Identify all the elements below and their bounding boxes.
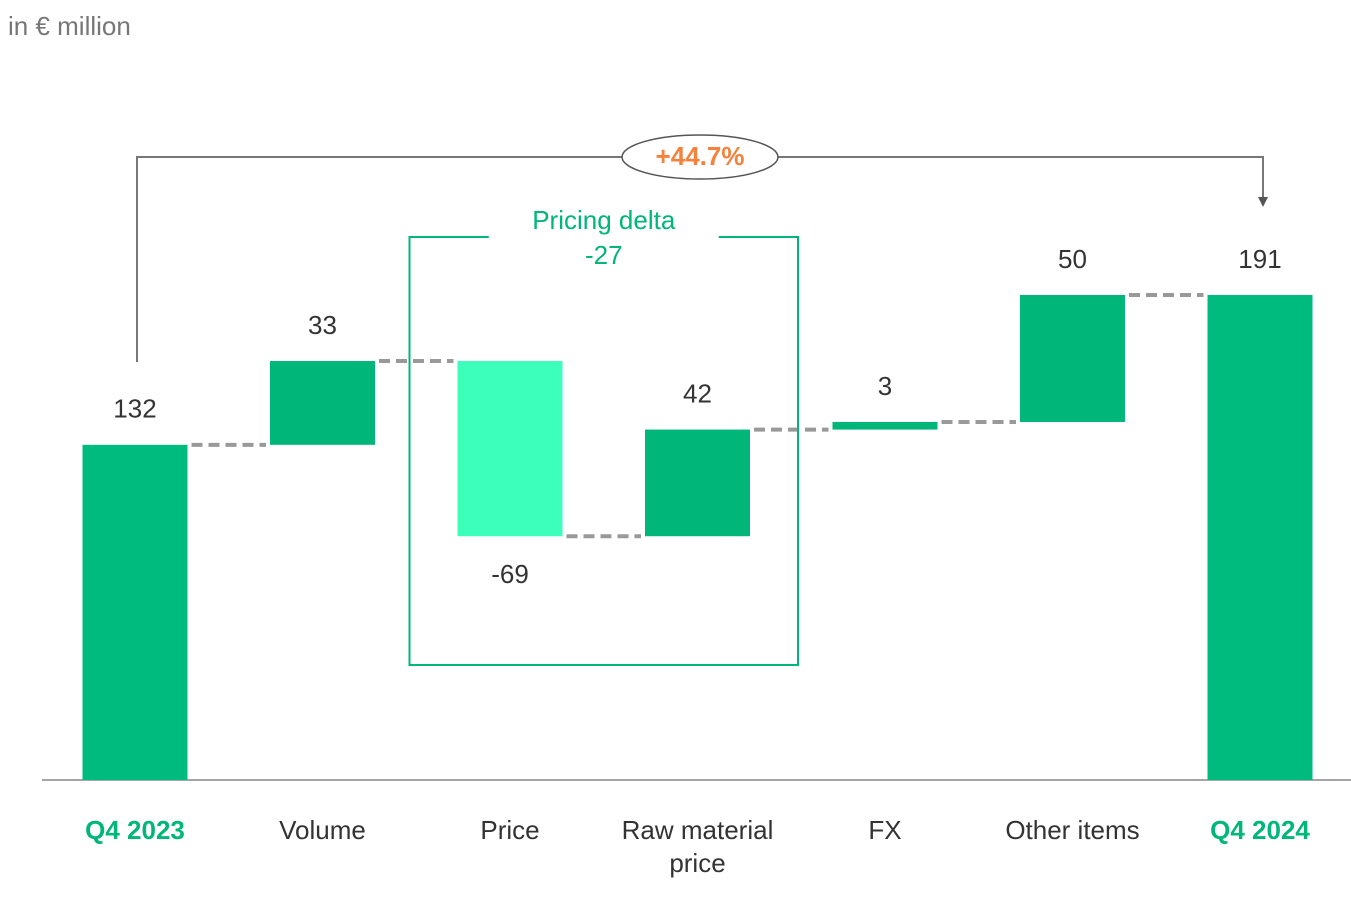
- x-tick-label: Volume: [279, 815, 366, 845]
- x-tick-label: Raw material price: [621, 815, 774, 878]
- value-label: -69: [491, 559, 529, 589]
- value-label: 42: [683, 378, 712, 408]
- bar: [82, 444, 188, 780]
- group-box: [408, 236, 799, 666]
- group-value: -27: [585, 240, 623, 270]
- x-tick-label: Price: [480, 815, 540, 845]
- x-tick-label: Q4 2024: [1210, 815, 1310, 845]
- x-tick-label: FX: [868, 815, 902, 845]
- bar: [270, 361, 375, 445]
- value-label: 50: [1058, 244, 1087, 274]
- arrow-head: [1258, 197, 1268, 207]
- value-label: 191: [1238, 244, 1281, 274]
- bar: [1207, 295, 1313, 780]
- x-tick-label: Q4 2023: [85, 815, 185, 845]
- unit-label: in € million: [8, 11, 131, 41]
- bar: [645, 429, 750, 537]
- value-label: 33: [308, 310, 337, 340]
- change-annotation: +44.7%: [656, 141, 745, 171]
- bar: [1020, 295, 1125, 422]
- value-label: 132: [113, 394, 156, 424]
- bar: [832, 421, 938, 430]
- value-label: 3: [878, 371, 892, 401]
- bar: [457, 361, 563, 537]
- group-title: Pricing delta: [532, 205, 676, 235]
- change-bubble: [621, 134, 779, 180]
- x-tick-label: Other items: [1005, 815, 1140, 845]
